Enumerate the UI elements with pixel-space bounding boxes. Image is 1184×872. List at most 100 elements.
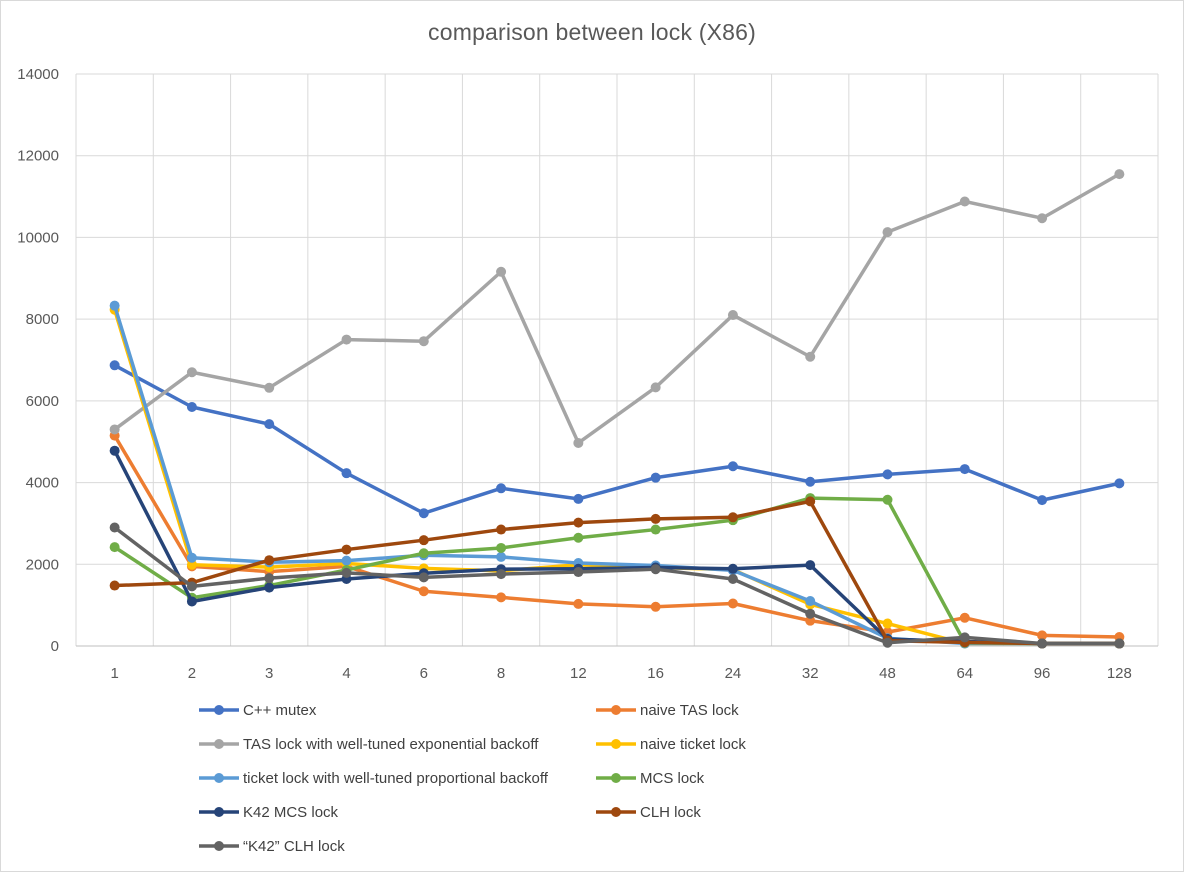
data-point (1114, 169, 1125, 180)
data-point (264, 555, 275, 566)
data-point (573, 567, 584, 578)
data-point (1114, 638, 1125, 649)
legend-label: naive ticket lock (640, 736, 746, 753)
chart-title: comparison between lock (X86) (428, 19, 756, 45)
x-tick-label: 3 (265, 665, 273, 682)
legend-label: CLH lock (640, 804, 701, 821)
legend-label: K42 MCS lock (243, 804, 339, 821)
data-point (650, 564, 661, 575)
legend-label: naive TAS lock (640, 702, 739, 719)
y-tick-label: 0 (51, 638, 59, 655)
legend-swatch-marker (214, 841, 224, 851)
data-point (496, 569, 507, 580)
y-tick-label: 6000 (26, 393, 59, 410)
data-point (496, 551, 507, 562)
data-point (341, 544, 352, 555)
data-point (418, 535, 429, 546)
data-point (1037, 213, 1048, 224)
legend-swatch-marker (214, 739, 224, 749)
data-point (264, 419, 275, 430)
data-point (650, 472, 661, 483)
x-tick-label: 8 (497, 665, 505, 682)
data-point (109, 300, 120, 311)
data-point (186, 581, 197, 592)
y-tick-label: 14000 (17, 66, 59, 83)
data-point (573, 437, 584, 448)
x-tick-label: 2 (188, 665, 196, 682)
legend-label: TAS lock with well-tuned exponential bac… (243, 736, 539, 753)
data-point (882, 227, 893, 238)
data-point (959, 632, 970, 643)
x-tick-label: 128 (1107, 665, 1132, 682)
data-point (805, 476, 816, 487)
data-point (418, 548, 429, 559)
data-point (805, 615, 816, 626)
data-point (882, 637, 893, 648)
data-point (109, 542, 120, 553)
legend-swatch-marker (214, 705, 224, 715)
x-tick-label: 6 (420, 665, 428, 682)
x-tick-label: 12 (570, 665, 587, 682)
data-point (727, 512, 738, 523)
data-point (264, 573, 275, 584)
data-point (805, 351, 816, 362)
data-point (496, 524, 507, 535)
data-point (186, 367, 197, 378)
data-point (650, 601, 661, 612)
data-point (573, 493, 584, 504)
data-point (573, 598, 584, 609)
data-point (650, 524, 661, 535)
data-point (341, 334, 352, 345)
data-point (959, 464, 970, 475)
data-point (496, 483, 507, 494)
data-point (727, 598, 738, 609)
data-point (341, 567, 352, 578)
data-point (186, 596, 197, 607)
data-point (496, 266, 507, 277)
data-point (805, 560, 816, 571)
legend-swatch-marker (611, 739, 621, 749)
x-tick-label: 4 (342, 665, 350, 682)
x-tick-label: 24 (725, 665, 742, 682)
data-point (186, 401, 197, 412)
y-tick-label: 4000 (26, 475, 59, 492)
x-tick-label: 1 (110, 665, 118, 682)
data-point (264, 582, 275, 593)
data-point (805, 496, 816, 507)
legend-label: C++ mutex (243, 702, 317, 719)
data-point (882, 618, 893, 629)
series-line (114, 499, 1120, 646)
data-point (418, 508, 429, 519)
legend-label: “K42” CLH lock (243, 838, 345, 855)
data-point (882, 469, 893, 480)
data-point (1037, 638, 1048, 649)
data-point (496, 542, 507, 553)
data-point (1114, 478, 1125, 489)
data-point (959, 196, 970, 207)
data-point (109, 522, 120, 533)
data-point (573, 517, 584, 528)
data-point (186, 552, 197, 563)
data-point (727, 461, 738, 472)
data-point (341, 468, 352, 479)
legend-swatch-marker (611, 773, 621, 783)
legend-label: MCS lock (640, 770, 705, 787)
legend-swatch-marker (214, 773, 224, 783)
data-point (109, 445, 120, 456)
data-point (186, 559, 197, 570)
series-line (113, 172, 1121, 445)
data-point (650, 382, 661, 393)
legend-label: ticket lock with well-tuned proportional… (243, 770, 549, 787)
data-point (109, 580, 120, 591)
x-tick-label: 16 (647, 665, 664, 682)
x-tick-label: 48 (879, 665, 896, 682)
x-tick-label: 96 (1034, 665, 1051, 682)
data-point (109, 360, 120, 371)
data-point (496, 592, 507, 603)
data-point (418, 586, 429, 597)
legend-swatch-marker (214, 807, 224, 817)
data-point (418, 336, 429, 347)
data-point (805, 608, 816, 619)
